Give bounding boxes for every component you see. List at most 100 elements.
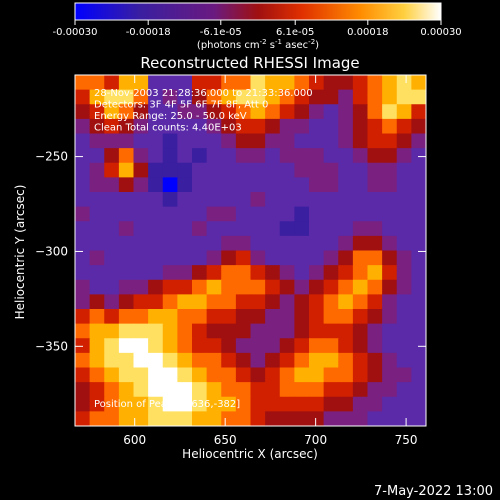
- heatmap-cell: [104, 89, 120, 105]
- heatmap-cell: [367, 279, 383, 295]
- heatmap-cell: [352, 104, 369, 120]
- heatmap-cell: [367, 323, 383, 339]
- heatmap-cell: [177, 396, 193, 412]
- heatmap-cell: [396, 221, 412, 237]
- heatmap-cell: [235, 279, 252, 295]
- heatmap-cell: [89, 396, 105, 412]
- heatmap-cell: [177, 148, 193, 164]
- heatmap-cell: [162, 148, 178, 164]
- heatmap-cell: [192, 89, 208, 105]
- heatmap-cell: [221, 382, 237, 398]
- heatmap-cell: [323, 396, 339, 412]
- heatmap-cell: [206, 279, 222, 295]
- heatmap-cell: [309, 104, 325, 120]
- heatmap-cell: [75, 396, 91, 412]
- image-annotations: 28-Nov-2003 21:28:36.000 to 21:33:36.000…: [94, 88, 313, 134]
- heatmap-cell: [104, 221, 120, 237]
- heatmap-cell: [104, 104, 120, 120]
- heatmap-cell: [323, 367, 339, 383]
- heatmap-cell: [338, 352, 354, 369]
- heatmap-cell: [411, 265, 426, 281]
- heatmap-cell: [279, 367, 295, 383]
- heatmap-cell: [411, 279, 426, 295]
- heatmap-cell: [411, 133, 426, 149]
- heatmap-cell: [279, 177, 295, 193]
- heatmap-cell: [338, 294, 354, 310]
- heatmap-cell: [323, 323, 339, 339]
- colorbar-ticks: -0.00030 -0.00018 -6.1e-05 6.1e-05 0.00018 0.…: [53, 20, 462, 38]
- heatmap-cell: [338, 382, 354, 398]
- heatmap-cell: [309, 162, 325, 178]
- heatmap-cell: [396, 89, 412, 105]
- heatmap-cell: [382, 396, 398, 412]
- heatmap-cell: [206, 309, 222, 325]
- heatmap-cell: [162, 133, 178, 149]
- x-tick-label: 650: [214, 433, 237, 447]
- heatmap-cell: [192, 133, 208, 149]
- heatmap-cell: [235, 192, 252, 208]
- heatmap-cell: [367, 221, 383, 237]
- heatmap-cell: [382, 162, 398, 178]
- x-tick-label: 750: [395, 433, 418, 447]
- heatmap-cell: [250, 192, 266, 208]
- heatmap-cell: [133, 382, 149, 398]
- heatmap-cell: [89, 206, 105, 222]
- heatmap-cell: [133, 235, 149, 252]
- heatmap-cell: [133, 206, 149, 222]
- heatmap-cell: [352, 396, 369, 412]
- heatmap-cell: [323, 382, 339, 398]
- heatmap-cell: [323, 75, 339, 91]
- heatmap-cell: [323, 221, 339, 237]
- heatmap-cell: [396, 279, 412, 295]
- heatmap-cell: [133, 250, 149, 266]
- heatmap-cell: [75, 75, 91, 91]
- heatmap-cell: [323, 338, 339, 354]
- heatmap-cell: [279, 382, 295, 398]
- heatmap-cell: [192, 221, 208, 237]
- heatmap-cell: [206, 75, 222, 91]
- heatmap-cell: [89, 89, 105, 105]
- heatmap-cell: [338, 104, 354, 120]
- heatmap-cell: [118, 89, 135, 105]
- heatmap-cell: [338, 411, 354, 426]
- heatmap-cell: [148, 206, 164, 222]
- heatmap-cell: [192, 411, 208, 426]
- heatmap-cell: [411, 206, 426, 222]
- heatmap-cell: [118, 192, 135, 208]
- heatmap-cell: [279, 250, 295, 266]
- heatmap-cell: [192, 323, 208, 339]
- heatmap-cell: [265, 148, 281, 164]
- heatmap-cell: [192, 250, 208, 266]
- x-axis-ticks: 600 650 700 750: [123, 75, 418, 447]
- heatmap-cell: [104, 148, 120, 164]
- heatmap-cell: [89, 162, 105, 178]
- heatmap-cell: [133, 89, 149, 105]
- heatmap-cell: [104, 177, 120, 193]
- heatmap-cell: [396, 235, 412, 252]
- heatmap-cell: [133, 104, 149, 120]
- heatmap-cell: [265, 352, 281, 369]
- heatmap-cell: [177, 294, 193, 310]
- heatmap-cell: [250, 309, 266, 325]
- heatmap-cell: [206, 104, 222, 120]
- heatmap-cell: [148, 221, 164, 237]
- heatmap-cell: [352, 323, 369, 339]
- heatmap-cell: [75, 265, 91, 281]
- heatmap-cell: [382, 89, 398, 105]
- heatmap-cell: [352, 118, 369, 135]
- heatmap-cell: [235, 177, 252, 193]
- heatmap-cell: [382, 177, 398, 193]
- heatmap-cell: [338, 133, 354, 149]
- heatmap-cell: [118, 177, 135, 193]
- heatmap-cell: [338, 279, 354, 295]
- heatmap-cell: [309, 309, 325, 325]
- heatmap-cell: [133, 118, 149, 135]
- heatmap-cell: [396, 338, 412, 354]
- heatmap-cell: [279, 323, 295, 339]
- heatmap-cell: [382, 250, 398, 266]
- heatmap-cell: [162, 323, 178, 339]
- heatmap-cell: [382, 235, 398, 252]
- heatmap-cell: [104, 323, 120, 339]
- heatmap-cell: [352, 75, 369, 91]
